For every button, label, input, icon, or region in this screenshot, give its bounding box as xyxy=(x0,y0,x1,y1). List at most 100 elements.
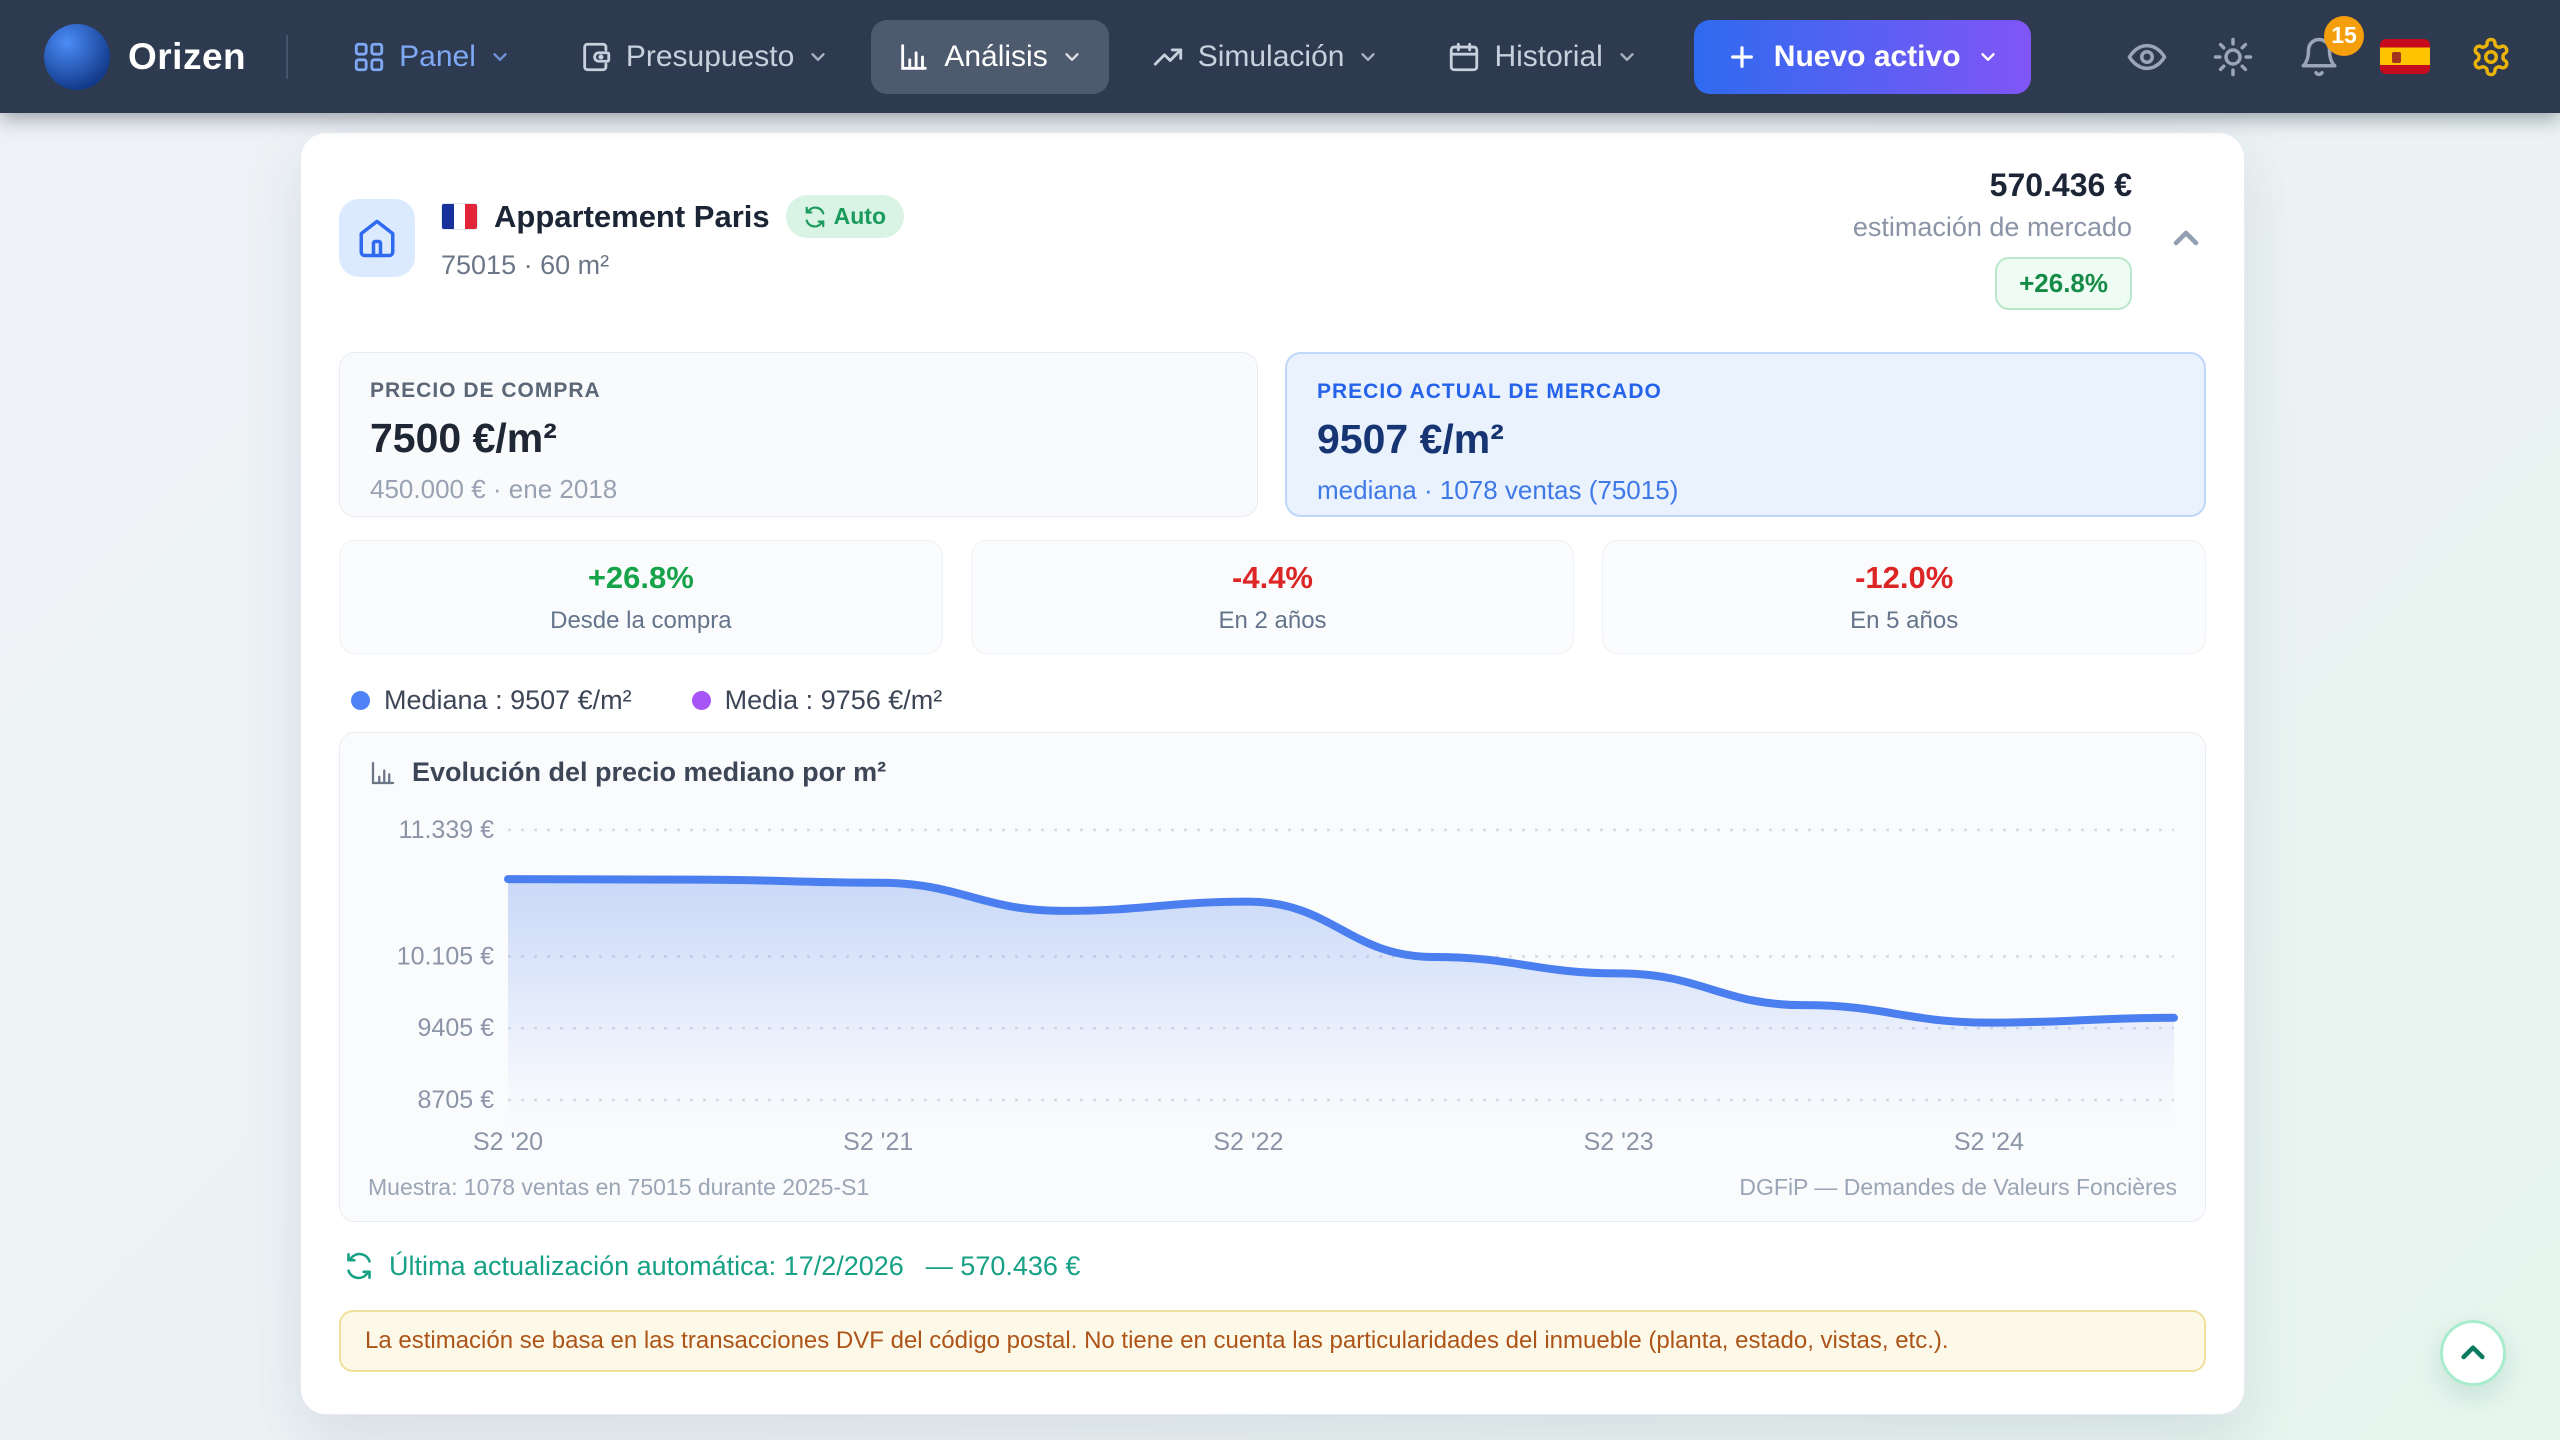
price-evolution-chart[interactable]: 11.339 € 10.105 € 9405 € 8705 € S2 '20 S2 '21… xyxy=(368,800,2181,1160)
chart-legend: Mediana : 9507 €/m² Media : 9756 €/m² xyxy=(339,684,2206,716)
nav-item-label: Análisis xyxy=(944,39,1048,73)
scroll-to-top-button[interactable] xyxy=(2440,1320,2506,1386)
wallet-icon xyxy=(583,42,611,71)
stat-value: +26.8% xyxy=(587,559,694,595)
property-avatar xyxy=(339,199,415,277)
nav-item-presupuesto[interactable]: Presupuesto xyxy=(553,20,855,94)
legend-dot-mean-icon xyxy=(691,690,711,710)
brand[interactable]: Orizen xyxy=(44,23,247,90)
bar-chart-icon xyxy=(901,43,928,70)
chevron-down-icon xyxy=(493,52,507,61)
eye-icon xyxy=(2127,43,2167,70)
theme-toggle-button[interactable] xyxy=(2208,32,2258,82)
last-update-text: Última actualización automática: 17/2/20… xyxy=(389,1250,904,1281)
chart-source-note: DGFiP — Demandes de Valeurs Foncières xyxy=(1739,1174,2177,1200)
chevron-down-icon xyxy=(1620,52,1634,61)
trending-up-icon xyxy=(1153,48,1182,65)
home-icon xyxy=(359,219,395,258)
refresh-icon xyxy=(347,1252,371,1280)
estimate-value: 570.436 € xyxy=(1989,166,2132,203)
property-name: Appartement Paris xyxy=(494,198,770,234)
stat-since-purchase: +26.8% Desde la compra xyxy=(339,540,943,654)
legend-median-label: Mediana : 9507 €/m² xyxy=(384,684,632,715)
nav-item-historial[interactable]: Historial xyxy=(1421,20,1663,94)
property-identity: Appartement Paris Auto 75015 · 60 m² xyxy=(441,195,905,281)
last-update-value: — 570.436 € xyxy=(925,1250,1081,1281)
market-estimate: 570.436 € estimación de mercado +26.8% xyxy=(1853,167,2132,310)
nav-divider xyxy=(286,34,289,79)
stat-value: -12.0% xyxy=(1855,559,1954,595)
nav-item-analisis[interactable]: Análisis xyxy=(871,19,1109,94)
stat-label: Desde la compra xyxy=(550,606,732,634)
nav-item-label: Historial xyxy=(1494,39,1603,73)
purchase-price-label: PRECIO DE COMPRA xyxy=(370,379,601,402)
plus-icon xyxy=(1730,45,1753,68)
svg-text:S2 '20: S2 '20 xyxy=(473,1128,543,1156)
svg-text:S2 '22: S2 '22 xyxy=(1213,1128,1283,1156)
estimate-change-badge: +26.8% xyxy=(1995,256,2132,310)
orizen-logo-icon xyxy=(44,23,110,90)
nav-item-label: Simulación xyxy=(1197,39,1345,73)
price-evolution-chart-card: Evolución del precio mediano por m² 11.3… xyxy=(339,732,2206,1222)
legend-mean: Media : 9756 €/m² xyxy=(691,684,943,716)
auto-badge-label: Auto xyxy=(833,203,887,229)
bell-icon xyxy=(2301,37,2337,76)
grid-icon xyxy=(354,42,384,71)
brand-name: Orizen xyxy=(128,35,247,77)
stat-2-years: -4.4% En 2 años xyxy=(970,540,1575,654)
flag-france-icon xyxy=(441,203,478,230)
stat-5-years: -12.0% En 5 años xyxy=(1602,540,2207,654)
svg-text:10.105 €: 10.105 € xyxy=(397,942,494,970)
chart-sample-note: Muestra: 1078 ventas en 75015 durante 20… xyxy=(368,1174,870,1200)
nav-item-simulacion[interactable]: Simulación xyxy=(1125,20,1406,94)
top-navbar: Orizen Panel Presupuesto Análisis Simula… xyxy=(0,0,2560,113)
chart-footer: Muestra: 1078 ventas en 75015 durante 20… xyxy=(368,1174,2177,1201)
nav-item-panel[interactable]: Panel xyxy=(326,20,537,94)
new-asset-label: Nuevo activo xyxy=(1773,39,1961,73)
nav-item-label: Presupuesto xyxy=(625,39,795,73)
market-price-label: PRECIO ACTUAL DE MERCADO xyxy=(1317,380,1662,403)
chevron-up-icon xyxy=(2173,230,2199,246)
stats-row: +26.8% Desde la compra -4.4% En 2 años -… xyxy=(339,540,2207,654)
new-asset-button[interactable]: Nuevo activo xyxy=(1693,19,2031,94)
market-price-card: PRECIO ACTUAL DE MERCADO 9507 €/m² media… xyxy=(1285,352,2206,517)
privacy-eye-button[interactable] xyxy=(2122,32,2172,82)
nav-actions: 15 xyxy=(2122,15,2516,82)
notifications-button[interactable]: 15 xyxy=(2294,15,2364,82)
chart-title: Evolución del precio mediano por m² xyxy=(412,757,887,787)
main-nav: Panel Presupuesto Análisis Simulación Hi… xyxy=(326,19,1664,94)
stat-label: En 2 años xyxy=(1218,606,1327,634)
purchase-price-sub: 450.000 € · ene 2018 xyxy=(370,474,618,504)
nav-item-label: Panel xyxy=(399,39,476,73)
estimate-disclaimer: La estimación se basa en las transaccion… xyxy=(339,1310,2206,1372)
refresh-icon xyxy=(805,206,824,227)
settings-button[interactable] xyxy=(2466,32,2516,82)
svg-text:S2 '23: S2 '23 xyxy=(1584,1128,1654,1156)
chevron-down-icon xyxy=(1361,52,1376,61)
chevron-down-icon xyxy=(811,52,826,61)
svg-text:S2 '21: S2 '21 xyxy=(843,1128,913,1156)
chart-icon xyxy=(371,761,395,784)
estimate-label: estimación de mercado xyxy=(1852,211,2132,242)
language-flag-spain-icon[interactable] xyxy=(2380,39,2430,74)
svg-text:S2 '24: S2 '24 xyxy=(1954,1128,2024,1156)
market-price-sub: mediana · 1078 ventas (75015) xyxy=(1317,475,1679,505)
svg-text:9405 €: 9405 € xyxy=(418,1014,495,1042)
last-update-row: Última actualización automática: 17/2/20… xyxy=(339,1250,2206,1282)
sun-icon xyxy=(2213,37,2253,76)
property-analysis-card: Appartement Paris Auto 75015 · 60 m² 570… xyxy=(300,132,2245,1415)
property-meta: 75015 · 60 m² xyxy=(441,250,610,280)
property-header: Appartement Paris Auto 75015 · 60 m² 570… xyxy=(339,163,2206,313)
purchase-price-value: 7500 €/m² xyxy=(370,415,557,461)
chevron-down-icon xyxy=(1980,52,1995,61)
gear-icon xyxy=(2473,37,2509,76)
legend-dot-median-icon xyxy=(351,690,370,710)
svg-text:11.339 €: 11.339 € xyxy=(399,816,495,844)
auto-badge[interactable]: Auto xyxy=(785,195,905,238)
collapse-section-button[interactable] xyxy=(2166,218,2206,258)
notification-badge: 15 xyxy=(2324,15,2364,56)
chart-title-row: Evolución del precio mediano por m² xyxy=(368,757,2177,788)
chevron-up-icon xyxy=(2461,1345,2485,1360)
legend-mean-label: Media : 9756 €/m² xyxy=(724,684,943,715)
main-content: Appartement Paris Auto 75015 · 60 m² 570… xyxy=(0,113,2560,1415)
